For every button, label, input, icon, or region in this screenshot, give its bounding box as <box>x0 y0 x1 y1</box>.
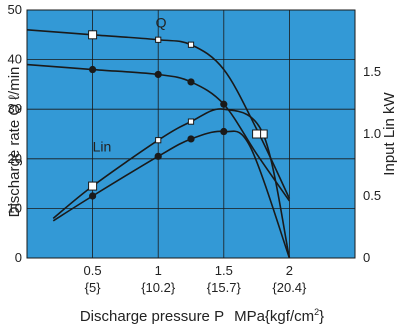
x-axis-title-unit: MPa{kgf/cm <box>234 308 314 325</box>
y-right-tick-label: 1.5 <box>363 64 381 79</box>
data-point-square <box>88 30 98 40</box>
y-right-tick-label: 0.5 <box>363 188 381 203</box>
x-axis-title: Discharge pressure P MPa{kgf/cm2} <box>80 307 324 325</box>
x-tick-label: 1.5 <box>215 263 233 278</box>
markers <box>88 30 268 200</box>
y-left-tick-label: 30 <box>8 101 22 116</box>
plot-area <box>27 10 355 258</box>
tick-labels: 0.5 {5} 1 {10.2} 1.5 {15.7} 2 {20.4} 0 10 20 30 40 50… <box>8 2 382 295</box>
data-point-circle <box>220 127 228 136</box>
data-point-square <box>155 36 162 43</box>
data-point-circle <box>89 192 97 200</box>
x-axis-title-unit-close: } <box>319 308 324 325</box>
y-axis-left-title: Discharge rate Q ℓ/min <box>6 67 23 218</box>
y-axis-right-title: Input Lin kW <box>381 91 398 175</box>
y-left-tick-label: 20 <box>8 151 22 166</box>
series-label: Lin <box>93 138 112 154</box>
x-tick-sublabel: {10.2} <box>141 280 176 295</box>
data-point-square <box>187 118 195 125</box>
data-point-square <box>155 137 162 144</box>
data-point-circle <box>187 135 195 143</box>
y-left-tick-label: 40 <box>8 52 22 67</box>
x-axis-title-main: Discharge pressure P <box>80 308 224 325</box>
x-tick-label: 2 <box>286 263 293 278</box>
data-point-circle <box>89 65 97 74</box>
x-tick-sublabel: {15.7} <box>207 280 242 295</box>
data-point-square <box>252 129 262 139</box>
y-left-tick-label: 10 <box>8 200 22 215</box>
y-left-tick-label: 0 <box>15 250 22 265</box>
x-tick-sublabel: {5} <box>85 280 102 295</box>
x-axis-title-unit-superscript: 2 <box>314 307 319 317</box>
y-left-tick-label: 50 <box>8 2 22 17</box>
x-tick-label: 0.5 <box>84 263 102 278</box>
y-right-tick-label: 0 <box>363 250 370 265</box>
data-point-circle <box>187 78 195 86</box>
data-point-square <box>88 181 98 191</box>
x-tick-label: 1 <box>155 263 162 278</box>
x-tick-sublabel: {20.4} <box>272 280 307 295</box>
plot-frame <box>26 9 356 259</box>
series-labels: Q Lin <box>93 14 167 154</box>
y-right-tick-label: 1.0 <box>363 126 381 141</box>
data-point-circle <box>154 152 162 160</box>
data-point-square <box>187 41 195 48</box>
data-point-circle <box>220 100 228 108</box>
series-label: Q <box>156 14 167 30</box>
data-point-circle <box>154 70 162 79</box>
